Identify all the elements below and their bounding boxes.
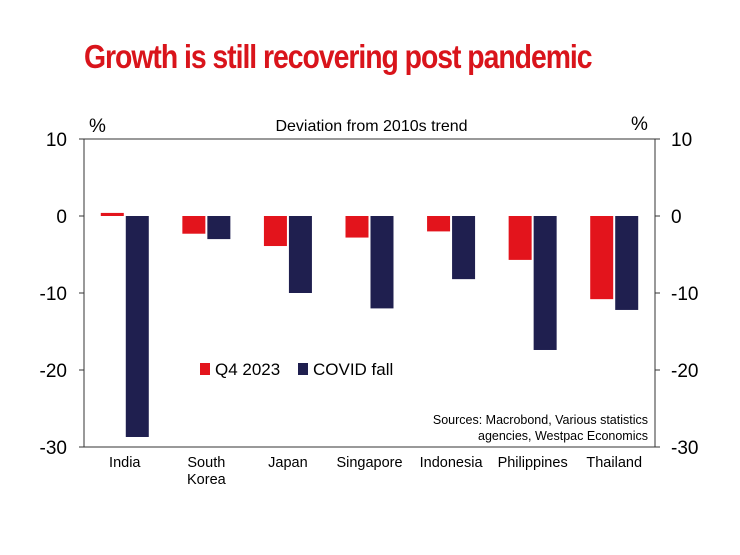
x-tick-label: Philippines — [498, 455, 568, 471]
x-tick-label: Singapore — [336, 455, 402, 471]
chart-title: Growth is still recovering post pandemic — [84, 38, 593, 75]
x-tick-label: Thailand — [586, 455, 642, 471]
x-tick-label: Japan — [268, 455, 308, 471]
y-tick-label-left: -20 — [40, 361, 67, 382]
y-tick-label-right: -20 — [671, 361, 698, 382]
y-tick-label-left: -10 — [40, 284, 67, 305]
plot-frame — [83, 138, 656, 448]
bar-q4-2023 — [508, 216, 532, 260]
bar-covid-fall — [207, 216, 231, 240]
legend-swatch-covid-fall — [298, 363, 308, 375]
source-note: Sources: Macrobond, Various statistics — [433, 413, 648, 427]
x-tick-label: Korea — [187, 472, 227, 488]
bars — [100, 212, 639, 437]
y-tick-label-left: 10 — [46, 130, 67, 151]
bar-covid-fall — [288, 216, 312, 293]
bar-q4-2023 — [345, 216, 369, 238]
y-tick-label-left: -30 — [40, 438, 67, 459]
legend-label-covid-fall: COVID fall — [313, 360, 393, 379]
bar-q4-2023 — [100, 212, 124, 216]
y-tick-label-left: 0 — [56, 207, 67, 228]
bar-covid-fall — [533, 216, 557, 350]
subtitle: Deviation from 2010s trend — [275, 118, 467, 135]
y-tick-label-right: 0 — [671, 207, 682, 228]
y-tick-label-right: -10 — [671, 284, 698, 305]
legend: Q4 2023 COVID fall — [200, 360, 393, 379]
x-tick-label: India — [109, 455, 141, 471]
y-tick-label-right: -30 — [671, 438, 698, 459]
x-tick-label: South — [187, 455, 225, 471]
bar-q4-2023 — [263, 216, 287, 247]
y-tick-label-right: 10 — [671, 130, 692, 151]
axes — [79, 138, 660, 448]
unit-left: % — [89, 116, 106, 137]
bar-covid-fall — [452, 216, 476, 280]
bar-covid-fall — [615, 216, 639, 310]
unit-right: % — [631, 114, 648, 135]
legend-label-q4-2023: Q4 2023 — [215, 360, 280, 379]
bar-covid-fall — [370, 216, 394, 309]
x-tick-label: Indonesia — [420, 455, 484, 471]
bar-covid-fall — [125, 216, 149, 437]
labels: Deviation from 2010s trend% % 10 10 0 0 -10 -10… — [40, 114, 699, 488]
bar-q4-2023 — [590, 216, 614, 300]
bar-q4-2023 — [182, 216, 206, 234]
source-note: agencies, Westpac Economics — [478, 429, 648, 443]
bar-q4-2023 — [427, 216, 451, 232]
legend-swatch-q4-2023 — [200, 363, 210, 375]
